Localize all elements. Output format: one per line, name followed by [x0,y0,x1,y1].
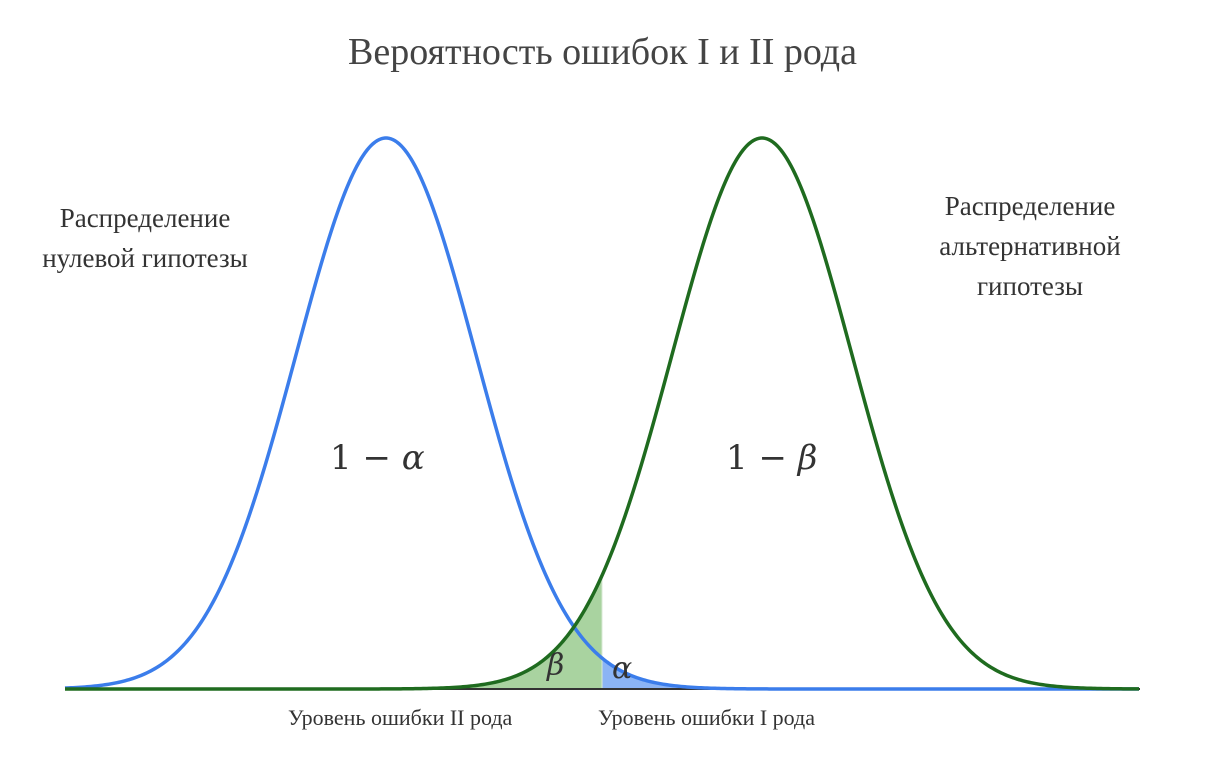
diagram-title: Вероятность ошибок I и II рода [348,31,857,73]
null-distribution-curve [64,136,1139,691]
null-distribution-label: Распределение нулевой гипотезы [10,198,280,278]
beta-area [380,575,602,689]
null-label-line1: Распределение [59,203,231,233]
one-minus-alpha-label: 1 − α [330,438,425,478]
one-minus-text: 1 − [330,438,391,478]
beta-symbol: β [797,438,818,478]
one-minus-beta-label: 1 − β [726,438,817,478]
alpha-symbol: α [401,438,425,478]
null-label-line2: нулевой гипотезы [42,243,248,273]
alt-distribution-label: Распределение альтернативной гипотезы [905,186,1155,306]
alt-label-line2: альтернативной [939,231,1121,261]
type1-error-caption: Уровень ошибки I рода [598,705,815,730]
alpha-area [602,658,820,689]
alt-label-line1: Распределение [944,191,1116,221]
beta-region-label: β [547,648,565,683]
type2-error-caption: Уровень ошибки II рода [288,705,513,730]
alt-label-line3: гипотезы [976,271,1084,301]
alt-distribution-curve [65,136,1139,691]
alpha-region-label: α [612,651,633,686]
one-minus-text: 1 − [726,438,787,478]
